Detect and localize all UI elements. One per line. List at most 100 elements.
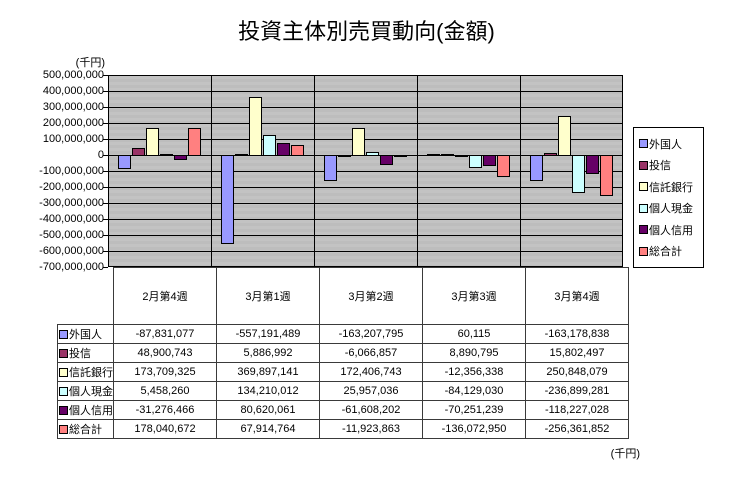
bar — [366, 152, 379, 156]
y-axis-tick-mark — [103, 203, 108, 204]
bar — [132, 148, 145, 156]
category-separator — [314, 76, 315, 266]
bar — [586, 155, 599, 174]
legend-key-icon — [59, 387, 68, 396]
legend-item-label: 個人信用 — [649, 224, 693, 237]
y-axis-tick-label: -600,000,000 — [39, 245, 104, 257]
table-header-row: 2月第4週 3月第1週 3月第2週 3月第3週 3月第4週 — [57, 267, 629, 325]
table-unit-label: (千円) — [610, 448, 640, 460]
y-axis-tick-mark — [103, 171, 108, 172]
y-axis-tick-label: -300,000,000 — [39, 197, 104, 209]
table-row: 個人現金 5,458,260 134,210,012 25,957,036 -84,12… — [57, 381, 629, 401]
bar — [291, 145, 304, 156]
table-column-header: 3月第2週 — [319, 267, 423, 325]
row-label: 総合計 — [57, 419, 114, 439]
table-cell: -163,178,838 — [525, 324, 629, 344]
legend: 外国人投信信託銀行個人現金個人信用総合計 — [633, 127, 704, 268]
y-axis-tick-mark — [103, 75, 108, 76]
y-axis-tick-label: 300,000,000 — [42, 101, 104, 113]
legend-item: 個人現金 — [639, 200, 701, 216]
legend-item: 個人信用 — [639, 222, 701, 238]
bar — [188, 128, 201, 156]
table-cell: 15,802,497 — [525, 343, 629, 363]
legend-item-label: 総合計 — [649, 246, 682, 259]
y-axis-tick-label: -500,000,000 — [39, 229, 104, 241]
table-cell: -118,227,028 — [525, 400, 629, 420]
bar — [263, 135, 276, 156]
y-axis-tick-label: -100,000,000 — [39, 165, 104, 177]
bar — [483, 155, 496, 166]
table-cell: 80,620,061 — [216, 400, 320, 420]
y-axis-tick-mark — [103, 91, 108, 92]
legend-key-icon — [59, 368, 68, 377]
table-column-header: 3月第1週 — [216, 267, 320, 325]
y-axis-tick-mark — [103, 123, 108, 124]
table-cell: 5,458,260 — [113, 381, 217, 401]
row-label-text: 投信 — [69, 348, 91, 360]
bar — [394, 155, 407, 157]
bar — [249, 97, 262, 156]
bar — [277, 143, 290, 156]
table-cell: -61,608,202 — [319, 400, 423, 420]
table-cell: 60,115 — [422, 324, 526, 344]
bar — [497, 155, 510, 177]
axis-zero-line — [109, 155, 622, 156]
legend-key-icon — [639, 182, 648, 192]
y-axis-tick-label: 500,000,000 — [42, 69, 104, 81]
y-axis-tick-mark — [103, 187, 108, 188]
legend-item-label: 信託銀行 — [649, 181, 693, 194]
table-cell: 369,897,141 — [216, 362, 320, 382]
y-axis-tick-label: -400,000,000 — [39, 213, 104, 225]
table-cell: -12,356,338 — [422, 362, 526, 382]
bar — [324, 155, 337, 181]
data-table: 2月第4週 3月第1週 3月第2週 3月第3週 3月第4週 外国人 -87,831,077-… — [57, 267, 629, 439]
y-axis-tick-label: 100,000,000 — [42, 133, 104, 145]
table-cell: -84,129,030 — [422, 381, 526, 401]
y-axis-tick-mark — [103, 155, 108, 156]
legend-item-label: 個人現金 — [649, 203, 693, 216]
bar — [174, 155, 187, 160]
bar — [338, 155, 351, 157]
y-axis-tick-mark — [103, 219, 108, 220]
legend-item-label: 外国人 — [649, 138, 682, 151]
row-label: 個人現金 — [57, 381, 114, 401]
bar — [544, 153, 557, 156]
row-label: 個人信用 — [57, 400, 114, 420]
table-row: 信託銀行 173,709,325 369,897,141 172,406,743 -12… — [57, 362, 629, 382]
table-cell: -31,276,466 — [113, 400, 217, 420]
row-label: 投信 — [57, 343, 114, 363]
row-label-text: 信託銀行 — [69, 367, 113, 379]
y-axis-tick-mark — [103, 107, 108, 108]
y-axis-tick-label: -200,000,000 — [39, 181, 104, 193]
legend-key-icon — [59, 349, 68, 358]
chart-title: 投資主体別売買動向(金額) — [238, 19, 495, 44]
table-cell: -256,361,852 — [525, 419, 629, 439]
y-axis-tick-label: 0 — [97, 149, 104, 161]
bar — [441, 154, 454, 156]
bar — [235, 154, 248, 156]
bar — [427, 154, 440, 156]
gridline — [109, 219, 622, 220]
table-cell: 173,709,325 — [113, 362, 217, 382]
table-row: 総合計 178,040,672 67,914,764 -11,923,863 -136,… — [57, 419, 629, 439]
legend-item: 総合計 — [639, 243, 701, 259]
table-row: 投信 48,900,743 5,886,992 -6,066,857 8,890,795… — [57, 343, 629, 363]
y-axis-tick-mark — [103, 251, 108, 252]
table-cell: -236,899,281 — [525, 381, 629, 401]
table-cell: 134,210,012 — [216, 381, 320, 401]
table-cell: 178,040,672 — [113, 419, 217, 439]
y-axis-tick-mark — [103, 235, 108, 236]
table-corner-stub — [57, 267, 114, 325]
table-cell: 25,957,036 — [319, 381, 423, 401]
bar — [455, 155, 468, 157]
legend-key-icon — [639, 160, 648, 170]
bar — [572, 155, 585, 193]
gridline — [109, 171, 622, 172]
category-separator — [520, 76, 521, 266]
legend-item: 外国人 — [639, 136, 701, 152]
gridline — [109, 235, 622, 236]
table-cell: 67,914,764 — [216, 419, 320, 439]
legend-item-label: 投信 — [649, 160, 671, 173]
table-row: 外国人 -87,831,077 -557,191,489 -163,207,795 60… — [57, 324, 629, 344]
row-label-text: 個人現金 — [69, 386, 113, 398]
